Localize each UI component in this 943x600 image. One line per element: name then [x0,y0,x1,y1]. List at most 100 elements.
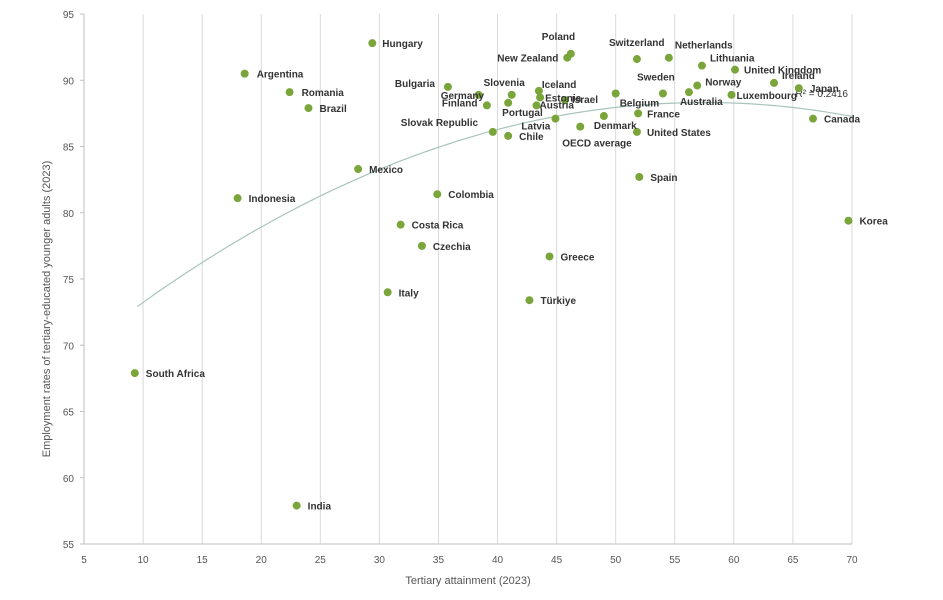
data-label: Czechia [433,242,471,253]
data-point [635,172,644,181]
data-label: Austria [540,100,575,111]
data-point [563,53,572,62]
data-point [693,81,702,90]
data-label: Ireland [782,71,815,82]
data-label: Netherlands [675,41,733,52]
data-label: Indonesia [249,194,296,205]
x-tick-label: 20 [256,555,268,566]
data-point [534,86,543,95]
data-label: Brazil [319,104,346,115]
data-label: Latvia [521,122,550,133]
data-point [130,369,139,378]
x-axis-title: Tertiary attainment (2023) [405,575,530,587]
data-label: Australia [680,97,723,108]
data-label: Slovak Republic [401,118,479,129]
data-label: Iceland [542,80,576,91]
data-label: Denmark [594,121,637,132]
data-point [292,501,301,510]
data-point [658,89,667,98]
y-tick-label: 60 [63,474,75,485]
data-label: Poland [542,32,575,43]
data-point [632,127,641,136]
data-label: Colombia [448,190,494,201]
data-label: New Zealand [497,54,558,65]
data-labels: Hungary Poland New Zealand Switzerland Nethe… [146,32,888,513]
data-point [532,101,541,110]
data-label: Slovenia [484,78,526,89]
data-label: United Kingdom [744,66,821,77]
x-tick-label: 10 [138,555,150,566]
data-point [396,220,405,229]
data-point [545,252,554,261]
x-tick-label: 5 [81,555,87,566]
data-point [844,216,853,225]
data-point [770,78,779,87]
data-label: Canada [824,115,861,126]
data-label: Korea [859,217,888,228]
data-label: Switzerland [609,38,665,49]
x-tick-label: 40 [492,555,504,566]
data-point [576,122,585,131]
data-label: Mexico [369,165,403,176]
data-point [354,165,363,174]
data-label: Italy [399,288,419,299]
y-tick-label: 95 [63,10,75,21]
x-tick-label: 60 [728,555,740,566]
data-point [383,288,392,297]
data-label: Lithuania [710,54,755,65]
data-point [433,190,442,199]
data-point [233,194,242,203]
data-point [368,39,377,48]
data-point [632,55,641,64]
data-label: Spain [650,173,677,184]
data-point [727,90,736,99]
data-label: Romania [302,88,345,99]
data-label: OECD average [562,139,632,150]
x-tick-label: 70 [846,555,858,566]
r-squared-label: R² = 0.2416 [795,89,848,100]
data-label: Norway [705,78,742,89]
data-label: Greece [561,252,595,263]
data-point [417,241,426,250]
data-label: Japan [810,84,839,95]
data-label: Israel [572,95,598,106]
x-tick-label: 35 [433,555,445,566]
x-tick-label: 45 [551,555,563,566]
data-label: Argentina [257,70,304,81]
data-point [560,96,569,105]
data-point [504,98,513,107]
data-label: Sweden [637,73,675,84]
data-label: Bulgaria [395,79,435,90]
data-point [240,69,249,78]
data-label: Portugal [502,108,543,119]
data-label: Germany [441,91,485,102]
data-point [474,90,483,99]
data-label: Belgium [620,99,660,110]
data-label: Chile [519,132,544,143]
data-point [443,82,452,91]
y-tick-label: 90 [63,76,75,87]
data-point [525,296,534,305]
data-label: Hungary [382,39,423,50]
data-point [611,89,620,98]
data-label: United States [647,128,711,139]
x-tick-label: 50 [610,555,622,566]
data-point [697,61,706,70]
data-label: Finland [442,98,478,109]
data-point [536,93,545,102]
data-point [684,88,693,97]
y-tick-label: 75 [63,275,75,286]
data-point [304,104,313,113]
y-tick-label: 85 [63,143,75,154]
grid [83,14,853,544]
data-label: Estonia [545,93,582,104]
axes: 5 10 15 20 25 30 35 40 45 50 55 60 65 70 55 60 65 70 75 80 8… [63,10,858,566]
data-label: France [647,109,680,120]
y-tick-label: 80 [63,209,75,220]
data-point [507,90,516,99]
y-tick-label: 65 [63,408,75,419]
y-tick-label: 70 [63,341,75,352]
data-label: Luxembourg [736,91,797,102]
data-point [482,101,491,110]
